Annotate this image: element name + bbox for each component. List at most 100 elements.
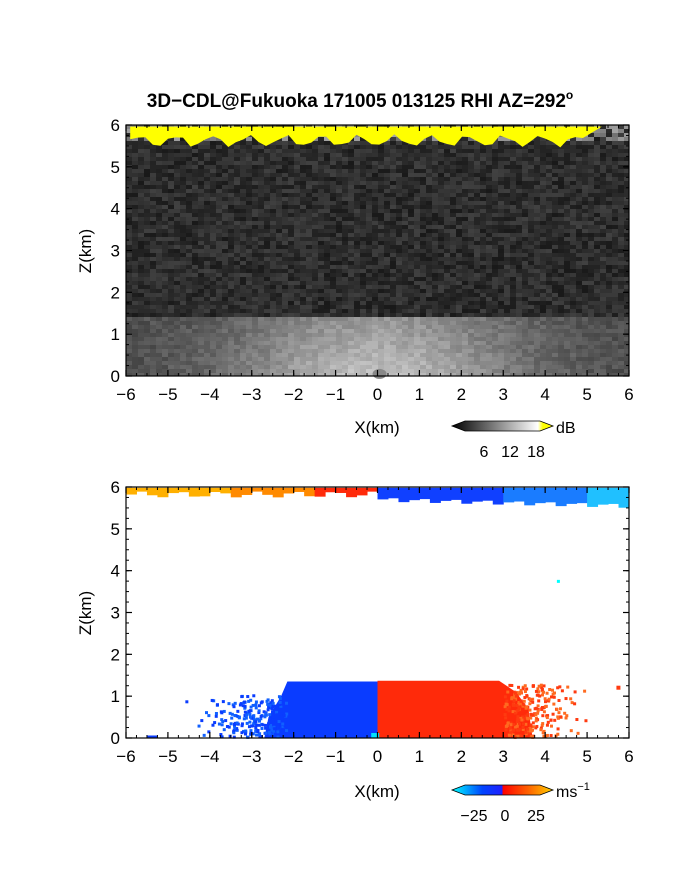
reflectivity-cell — [138, 237, 144, 241]
reflectivity-cell — [480, 197, 486, 201]
reflectivity-cell — [432, 225, 438, 229]
reflectivity-cell — [444, 201, 450, 205]
reflectivity-cell — [420, 209, 426, 213]
reflectivity-cell — [144, 169, 150, 173]
reflectivity-cell — [198, 337, 204, 341]
reflectivity-cell — [378, 273, 384, 277]
reflectivity-cell — [324, 265, 330, 269]
reflectivity-cell — [396, 293, 402, 297]
reflectivity-cell — [480, 205, 486, 209]
reflectivity-cell — [468, 241, 474, 245]
reflectivity-cell — [474, 245, 480, 249]
reflectivity-cell — [444, 313, 450, 317]
reflectivity-cell — [450, 321, 456, 325]
reflectivity-cell — [510, 301, 516, 305]
reflectivity-cell — [180, 273, 186, 277]
reflectivity-cell — [582, 309, 588, 313]
reflectivity-cell — [534, 293, 540, 297]
reflectivity-cell — [570, 277, 576, 281]
reflectivity-cell — [546, 317, 552, 321]
reflectivity-cell — [258, 305, 264, 309]
reflectivity-cell — [204, 209, 210, 213]
reflectivity-cell — [348, 217, 354, 221]
reflectivity-cell — [606, 257, 612, 261]
reflectivity-cell — [162, 193, 168, 197]
reflectivity-cell — [228, 317, 234, 321]
reflectivity-cell — [234, 289, 240, 293]
reflectivity-cell — [510, 241, 516, 245]
reflectivity-cell — [354, 189, 360, 193]
reflectivity-cell — [132, 189, 138, 193]
reflectivity-cell — [396, 245, 402, 249]
reflectivity-cell — [300, 221, 306, 225]
reflectivity-cell — [462, 181, 468, 185]
reflectivity-cell — [126, 281, 132, 285]
reflectivity-cell — [240, 185, 246, 189]
reflectivity-cell — [588, 177, 594, 181]
reflectivity-cell — [552, 173, 558, 177]
reflectivity-cell — [174, 353, 180, 357]
reflectivity-cell — [144, 333, 150, 337]
reflectivity-cell — [528, 217, 534, 221]
reflectivity-cell — [444, 145, 450, 149]
reflectivity-cell — [576, 149, 582, 153]
reflectivity-cell — [360, 361, 366, 365]
reflectivity-cell — [138, 205, 144, 209]
reflectivity-cell — [438, 309, 444, 313]
reflectivity-cell — [552, 197, 558, 201]
reflectivity-cell — [558, 237, 564, 241]
reflectivity-cell — [204, 201, 210, 205]
reflectivity-cell — [606, 345, 612, 349]
reflectivity-cell — [294, 249, 300, 253]
reflectivity-cell — [282, 349, 288, 353]
reflectivity-cell — [474, 169, 480, 173]
reflectivity-cell — [564, 337, 570, 341]
reflectivity-cell — [612, 289, 618, 293]
reflectivity-cell — [324, 257, 330, 261]
reflectivity-cell — [624, 241, 629, 245]
reflectivity-cell — [270, 221, 276, 225]
reflectivity-cell — [360, 285, 366, 289]
reflectivity-cell — [420, 249, 426, 253]
reflectivity-cell — [360, 137, 366, 141]
reflectivity-cell — [558, 297, 564, 301]
reflectivity-cell — [126, 285, 132, 289]
reflectivity-cell — [606, 229, 612, 233]
reflectivity-cell — [498, 301, 504, 305]
reflectivity-cell — [528, 241, 534, 245]
reflectivity-cell — [594, 337, 600, 341]
reflectivity-cell — [594, 241, 600, 245]
reflectivity-cell — [162, 237, 168, 241]
reflectivity-cell — [270, 189, 276, 193]
reflectivity-cell — [618, 241, 624, 245]
reflectivity-cell — [444, 349, 450, 353]
reflectivity-cell — [126, 177, 132, 181]
reflectivity-cell — [540, 169, 546, 173]
reflectivity-cell — [498, 181, 504, 185]
reflectivity-cell — [396, 185, 402, 189]
reflectivity-cell — [516, 213, 522, 217]
reflectivity-cell — [480, 257, 486, 261]
reflectivity-cell — [474, 153, 480, 157]
reflectivity-cell — [444, 353, 450, 357]
reflectivity-cell — [504, 193, 510, 197]
reflectivity-cell — [246, 249, 252, 253]
reflectivity-cell — [354, 285, 360, 289]
reflectivity-cell — [600, 257, 606, 261]
reflectivity-cell — [258, 181, 264, 185]
reflectivity-cell — [390, 281, 396, 285]
reflectivity-cell — [396, 201, 402, 205]
reflectivity-cell — [330, 205, 336, 209]
reflectivity-cell — [498, 333, 504, 337]
reflectivity-cell — [504, 357, 510, 361]
reflectivity-cell — [474, 161, 480, 165]
reflectivity-cell — [588, 285, 594, 289]
reflectivity-cell — [588, 169, 594, 173]
reflectivity-cell — [246, 173, 252, 177]
reflectivity-cell — [510, 337, 516, 341]
reflectivity-cell — [210, 197, 216, 201]
reflectivity-cell — [378, 153, 384, 157]
reflectivity-cell — [240, 193, 246, 197]
reflectivity-cell — [366, 209, 372, 213]
reflectivity-cell — [444, 253, 450, 257]
